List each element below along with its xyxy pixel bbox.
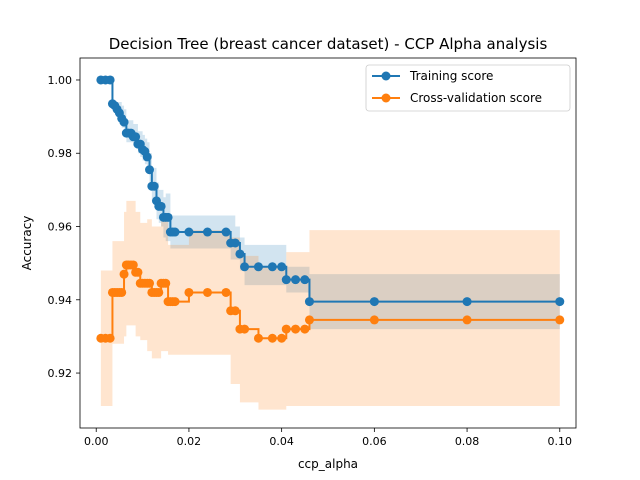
y-tick-label: 0.92 (48, 367, 73, 380)
point-cv (267, 333, 277, 343)
point-cv (277, 333, 287, 343)
y-tick-label: 1.00 (48, 74, 73, 87)
plot-area (96, 75, 565, 410)
point-training (291, 275, 301, 285)
point-cv (369, 315, 379, 325)
x-tick-label: 0.00 (84, 435, 109, 448)
x-tick-label: 0.02 (177, 435, 202, 448)
point-cv (154, 287, 164, 297)
point-cv (291, 324, 301, 334)
point-training (300, 275, 310, 285)
point-training (184, 227, 194, 237)
point-cv (462, 315, 472, 325)
legend: Training score Cross-validation score (365, 64, 571, 112)
point-training (119, 117, 129, 127)
point-training (235, 249, 245, 259)
point-training (267, 262, 277, 272)
point-cv (300, 324, 310, 334)
point-training (462, 297, 472, 307)
x-tick-label: 0.10 (548, 435, 573, 448)
x-tick-label: 0.08 (455, 435, 480, 448)
y-axis-label: Accuracy (20, 216, 34, 271)
y-tick-label: 0.98 (48, 147, 73, 160)
point-cv (119, 269, 129, 279)
point-cv (202, 287, 212, 297)
y-tick-label: 0.96 (48, 221, 73, 234)
x-tick-label: 0.06 (362, 435, 387, 448)
point-training (221, 227, 231, 237)
point-training (230, 238, 240, 248)
point-cv (170, 297, 180, 307)
point-training (163, 212, 173, 222)
point-cv (161, 278, 171, 288)
point-cv (555, 315, 565, 325)
y-tick-label: 0.94 (48, 294, 73, 307)
legend-label-cv: Cross-validation score (410, 91, 542, 105)
point-cv (105, 333, 115, 343)
point-training (156, 201, 166, 211)
point-training (170, 227, 180, 237)
legend-label-training: Training score (409, 69, 493, 83)
point-cv (133, 267, 143, 277)
band-training (100, 79, 560, 330)
point-cv (230, 306, 240, 316)
point-cv (184, 287, 194, 297)
point-cv (281, 324, 291, 334)
point-training (253, 262, 263, 272)
legend-box (365, 64, 571, 112)
point-training (142, 152, 152, 162)
x-axis-ticks: 0.00 0.02 0.04 0.06 0.08 0.10 (84, 428, 572, 448)
point-cv (117, 287, 127, 297)
point-cv (253, 333, 263, 343)
series-markers (96, 75, 565, 343)
confidence-bands (100, 79, 560, 410)
point-training (145, 165, 155, 175)
point-cv (128, 260, 138, 270)
point-cv (145, 278, 155, 288)
x-axis-label: ccp_alpha (298, 457, 358, 471)
point-training (105, 75, 115, 85)
point-training (304, 297, 314, 307)
axes-frame (79, 57, 577, 429)
point-training (369, 297, 379, 307)
chart-title: Decision Tree (breast cancer dataset) - … (109, 35, 548, 53)
point-cv (221, 287, 231, 297)
x-tick-label: 0.04 (269, 435, 294, 448)
y-axis-ticks: 0.92 0.94 0.96 0.98 1.00 (48, 74, 80, 380)
band-cv (100, 200, 560, 410)
point-training (555, 297, 565, 307)
point-cv (240, 324, 250, 334)
point-training (240, 262, 250, 272)
legend-marker-cv (381, 93, 391, 103)
legend-marker-training (381, 71, 391, 81)
point-training (277, 262, 287, 272)
point-training (202, 227, 212, 237)
point-cv (304, 315, 314, 325)
point-training (281, 275, 291, 285)
point-training (131, 132, 141, 142)
point-training (149, 181, 159, 191)
